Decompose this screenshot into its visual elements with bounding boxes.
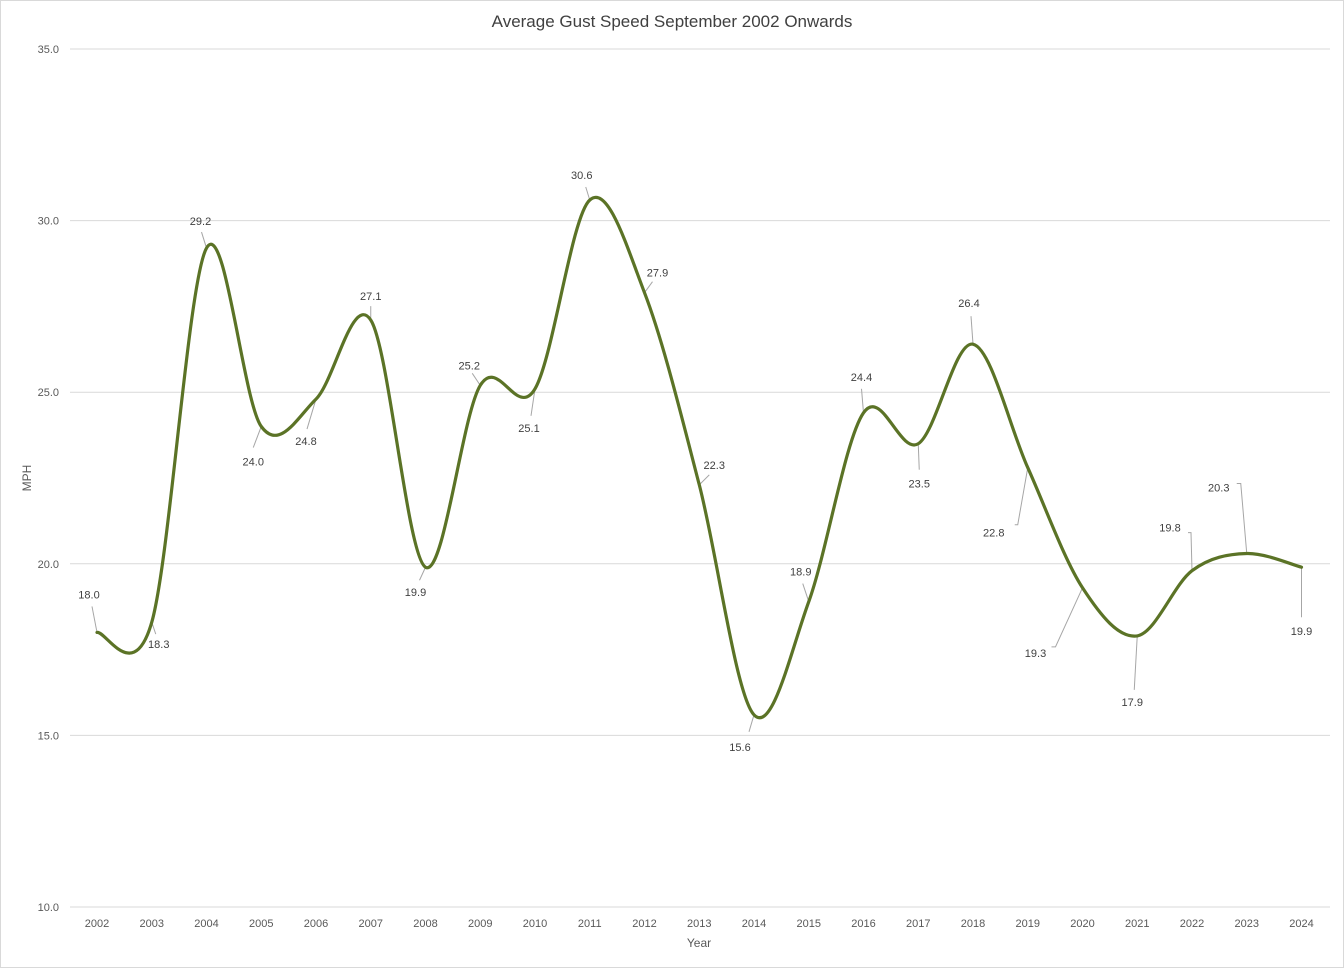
data-label: 26.4 xyxy=(958,298,979,310)
y-tick-label: 35.0 xyxy=(38,44,59,56)
series-group xyxy=(95,195,1304,720)
x-tick-label: 2022 xyxy=(1180,918,1204,930)
data-label: 19.9 xyxy=(405,587,426,599)
x-tick-label: 2012 xyxy=(632,918,656,930)
x-tick-label: 2021 xyxy=(1125,918,1149,930)
leader-line xyxy=(91,606,98,633)
x-tick-label: 2011 xyxy=(578,918,602,930)
x-tick-label: 2004 xyxy=(194,918,218,930)
data-label: 19.8 xyxy=(1159,523,1180,535)
leader-line xyxy=(802,583,810,602)
data-label: 17.9 xyxy=(1122,697,1143,709)
data-label: 22.8 xyxy=(983,528,1004,540)
data-label: 15.6 xyxy=(729,742,750,754)
leader-line xyxy=(917,443,920,470)
y-tick-label: 30.0 xyxy=(38,216,59,228)
data-label: 27.9 xyxy=(647,268,668,280)
series-line xyxy=(95,195,1304,720)
data-label: 23.5 xyxy=(909,479,930,491)
leader-line xyxy=(252,426,262,448)
data-label: 22.3 xyxy=(704,460,725,472)
x-tick-label: 2015 xyxy=(797,918,821,930)
data-label: 25.1 xyxy=(518,423,539,435)
data-label: 29.2 xyxy=(190,216,211,228)
chart-title: Average Gust Speed September 2002 Onward… xyxy=(491,12,853,31)
x-tick-label: 2024 xyxy=(1289,918,1313,930)
y-tick-label: 20.0 xyxy=(38,559,59,571)
leader-line xyxy=(644,281,653,293)
x-tick-label: 2007 xyxy=(359,918,383,930)
leader-line xyxy=(1051,587,1083,648)
leader-line xyxy=(970,316,974,345)
x-tick-label: 2013 xyxy=(687,918,711,930)
x-tick-label: 2010 xyxy=(523,918,547,930)
leader-line xyxy=(1133,635,1138,690)
x-tick-label: 2003 xyxy=(140,918,164,930)
leader-line xyxy=(306,398,317,430)
x-tick-label: 2019 xyxy=(1016,918,1040,930)
leader-line xyxy=(1014,467,1029,526)
x-tick-label: 2020 xyxy=(1070,918,1094,930)
data-label: 20.3 xyxy=(1208,483,1229,495)
x-axis-label: Year xyxy=(687,936,711,950)
leader-line xyxy=(585,186,591,201)
leader-lines xyxy=(91,186,1302,732)
leader-line xyxy=(748,714,755,732)
x-tick-label: 2006 xyxy=(304,918,328,930)
x-tick-label: 2023 xyxy=(1235,918,1259,930)
x-tick-label: 2017 xyxy=(906,918,930,930)
data-label: 18.3 xyxy=(148,639,169,651)
data-label: 18.0 xyxy=(78,589,99,601)
x-tick-label: 2002 xyxy=(85,918,109,930)
gridlines xyxy=(70,48,1330,908)
data-label: 25.2 xyxy=(459,360,480,372)
x-tick-label: 2018 xyxy=(961,918,985,930)
x-tick-label: 2014 xyxy=(742,918,766,930)
y-tick-label: 10.0 xyxy=(38,902,59,914)
data-label: 30.6 xyxy=(571,170,592,182)
data-label: 19.9 xyxy=(1291,626,1312,638)
leader-line xyxy=(530,388,536,416)
data-label: 24.0 xyxy=(243,457,264,469)
leader-line xyxy=(471,373,481,386)
x-tick-labels: 2002 2003 2004 2005 2006 2007 2008 2009 2010 2011… xyxy=(85,918,1314,930)
leader-line xyxy=(1188,532,1193,571)
leader-line xyxy=(861,388,864,413)
y-tick-label: 25.0 xyxy=(38,387,59,399)
y-tick-label: 15.0 xyxy=(38,730,59,742)
data-label: 24.4 xyxy=(851,372,872,384)
y-axis-label: MPH xyxy=(20,465,34,492)
x-tick-label: 2016 xyxy=(851,918,875,930)
x-tick-label: 2008 xyxy=(413,918,437,930)
data-label: 24.8 xyxy=(295,436,316,448)
data-label: 19.3 xyxy=(1025,648,1046,660)
x-tick-label: 2005 xyxy=(249,918,273,930)
y-tick-labels: 10.0 15.0 20.0 25.0 30.0 35.0 xyxy=(38,44,59,914)
leader-line xyxy=(698,474,710,486)
leader-line xyxy=(419,567,426,581)
data-label: 27.1 xyxy=(360,291,381,303)
data-label: 18.9 xyxy=(790,567,811,579)
leader-line xyxy=(1236,483,1248,554)
x-tick-label: 2009 xyxy=(468,918,492,930)
leader-line xyxy=(201,231,207,249)
data-labels: 18.0 18.3 29.2 24.0 24.8 27.1 19.9 25.2 25.1 30.6… xyxy=(78,170,1312,754)
